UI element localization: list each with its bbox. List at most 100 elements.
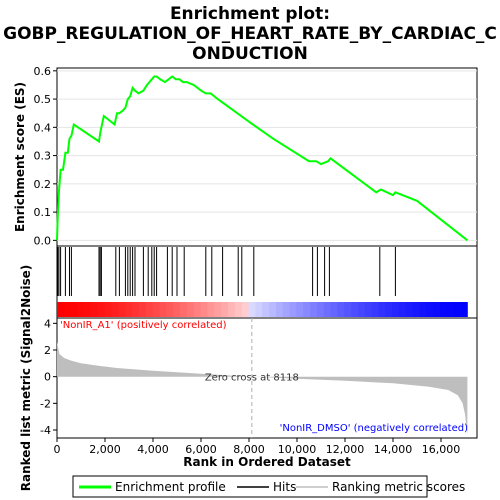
es-tick-label: 0.5 xyxy=(34,93,52,106)
es-tick-label: 0.2 xyxy=(34,178,52,191)
color-bar-segment xyxy=(98,302,106,317)
metric-y-axis-label: Ranked list metric (Signal2Noise) xyxy=(19,265,33,492)
x-tick-label: 8,000 xyxy=(233,443,265,456)
x-tick-label: 4,000 xyxy=(137,443,169,456)
color-bar-segment xyxy=(228,302,236,317)
es-tick-label: 0.6 xyxy=(34,65,52,78)
color-bar-segment xyxy=(207,302,215,317)
hits-panel xyxy=(56,245,478,319)
color-bar-segment xyxy=(57,302,65,317)
enrichment-profile-line xyxy=(56,75,469,242)
rank-color-bar xyxy=(57,302,468,317)
x-tick-label: 16,000 xyxy=(422,443,461,456)
color-bar-segment xyxy=(419,302,427,317)
color-bar-segment xyxy=(446,302,455,317)
color-bar-segment xyxy=(344,302,352,317)
legend-hits-label: Hits xyxy=(273,480,296,494)
es-y-axis-label: Enrichment score (ES) xyxy=(13,82,27,232)
es-tick-label: 0.1 xyxy=(34,206,52,219)
color-bar-segment xyxy=(440,302,448,317)
metric-tick-label: 2 xyxy=(44,344,51,357)
x-tick-label: 14,000 xyxy=(374,443,413,456)
color-bar-segment xyxy=(323,302,331,317)
metric-tick-label: 0 xyxy=(44,371,51,384)
color-bar-segment xyxy=(275,302,284,317)
color-bar-segment xyxy=(337,302,345,317)
color-bar-segment xyxy=(426,302,434,317)
color-bar-segment xyxy=(186,302,195,317)
color-bar-segment xyxy=(303,302,311,317)
color-bar-segment xyxy=(399,302,407,317)
color-bar-segment xyxy=(282,302,290,317)
color-bar-segment xyxy=(357,302,366,317)
color-bar-segment xyxy=(433,302,441,317)
color-bar-segment xyxy=(392,302,400,317)
metric-y-ticks: 4 2 0 -2 -4 xyxy=(40,317,57,437)
color-bar-segment xyxy=(180,302,188,317)
color-bar-segment xyxy=(84,302,92,317)
es-tick-label: 0.4 xyxy=(34,121,52,134)
color-bar-segment xyxy=(193,302,202,317)
negative-correlation-label: 'NonIR_DMSO' (negatively correlated) xyxy=(280,423,468,434)
x-tick-label: 6,000 xyxy=(185,443,217,456)
color-bar-segment xyxy=(351,302,359,317)
color-bar-segment xyxy=(152,302,160,317)
color-bar-segment xyxy=(248,302,256,317)
x-tick-label: 12,000 xyxy=(326,443,365,456)
chart-title-line1: Enrichment plot: xyxy=(170,4,330,24)
color-bar-segment xyxy=(91,302,99,317)
positive-correlation-label: 'NonIR_A1' (positively correlated) xyxy=(60,320,227,331)
color-bar-segment xyxy=(139,302,147,317)
metric-panel: 4 2 0 -2 -4 Zero cross at 8118 'NonIR_A1' (p… xyxy=(40,317,478,439)
color-bar-segment xyxy=(200,302,208,317)
color-bar-segment xyxy=(316,302,325,317)
color-bar-segment xyxy=(255,302,263,317)
metric-panel-frame xyxy=(56,317,478,439)
color-bar-segment xyxy=(296,302,304,317)
color-bar-segment xyxy=(173,302,181,317)
x-tick-label: 10,000 xyxy=(278,443,317,456)
color-bar-segment xyxy=(241,302,249,317)
metric-tick-label: 4 xyxy=(44,317,51,330)
color-bar-segment xyxy=(330,302,338,317)
color-bar-segment xyxy=(364,302,373,317)
color-bar-segment xyxy=(412,302,420,317)
color-bar-segment xyxy=(385,302,393,317)
color-bar-segment xyxy=(405,302,414,317)
x-tick-label: 2,000 xyxy=(89,443,121,456)
es-panel-frame xyxy=(56,67,478,247)
color-bar-segment xyxy=(269,302,277,317)
color-bar-segment xyxy=(104,302,113,317)
color-bar-segment xyxy=(234,302,243,317)
chart-title-line2: GOBP_REGULATION_OF_HEART_RATE_BY_CARDIAC… xyxy=(3,24,497,44)
es-tick-label: 0.3 xyxy=(34,150,52,163)
color-bar-segment xyxy=(371,302,379,317)
color-bar-segment xyxy=(289,302,297,317)
es-y-ticks: 0.0 0.1 0.2 0.3 0.4 0.5 0.6 xyxy=(34,65,477,247)
color-bar-segment xyxy=(63,302,72,317)
color-bar-segment xyxy=(125,302,133,317)
chart-title-line3: ONDUCTION xyxy=(192,44,308,64)
color-bar-segment xyxy=(159,302,167,317)
legend: Enrichment profile Hits Ranking metric s… xyxy=(72,475,465,498)
color-bar-segment xyxy=(132,302,140,317)
color-bar-segment xyxy=(166,302,174,317)
color-bar-segment xyxy=(221,302,229,317)
ranking-metric-area xyxy=(57,342,468,434)
es-tick-label: 0.0 xyxy=(34,234,52,247)
color-bar-segment xyxy=(310,302,318,317)
color-bar-segment xyxy=(77,302,85,317)
metric-tick-label: -2 xyxy=(40,397,51,410)
color-bar-segment xyxy=(145,302,154,317)
color-bar-segment xyxy=(111,302,119,317)
color-bar-segment xyxy=(378,302,386,317)
color-bar-segment xyxy=(262,302,270,317)
zero-cross-label: Zero cross at 8118 xyxy=(205,373,299,384)
color-bar-segment xyxy=(453,302,461,317)
color-bar-segment xyxy=(70,302,78,317)
legend-enrichment-label: Enrichment profile xyxy=(115,480,226,494)
color-bar-segment xyxy=(118,302,126,317)
color-bar-segment xyxy=(460,302,468,317)
metric-tick-label: -4 xyxy=(40,424,51,437)
x-tick-label: 0 xyxy=(54,443,61,456)
